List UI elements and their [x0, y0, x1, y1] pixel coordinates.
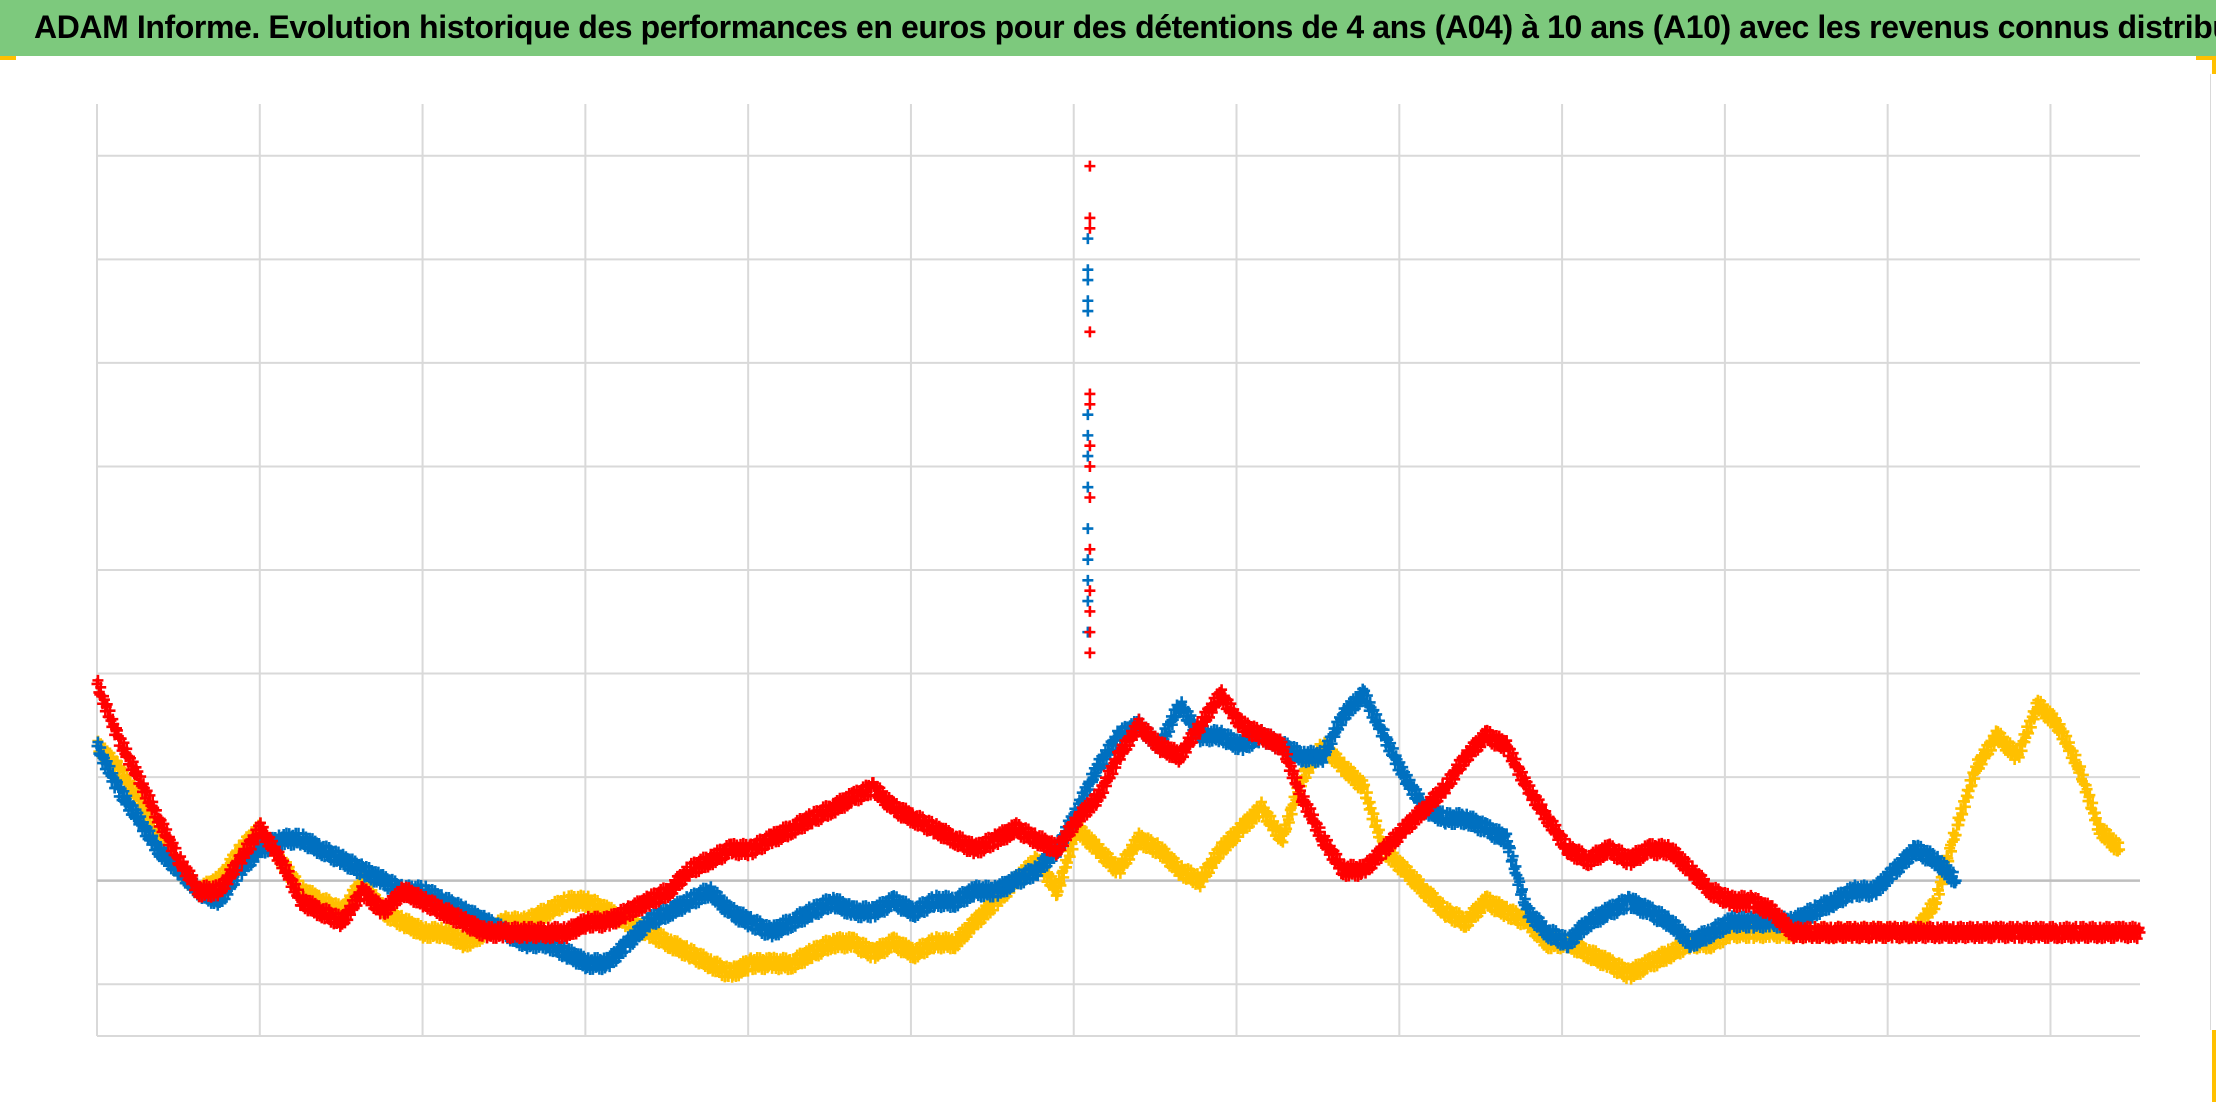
- corner-accent-bottom-right: [2212, 1030, 2216, 1102]
- data-point: [1959, 801, 1971, 813]
- data-point: [1931, 897, 1943, 909]
- data-point: [2081, 783, 2093, 795]
- data-point: [1283, 816, 1295, 828]
- data-point: [1957, 808, 1969, 820]
- corner-accent-top-left: [0, 56, 16, 60]
- data-point: [2077, 769, 2089, 781]
- data-point: [1286, 808, 1298, 820]
- frame-right: [2210, 74, 2211, 1030]
- data-point: [1361, 787, 1373, 799]
- chart-title: ADAM Informe. Evolution historique des p…: [34, 9, 2216, 45]
- data-point: [1055, 879, 1067, 891]
- data-point: [2087, 797, 2099, 809]
- data-point: [150, 836, 162, 848]
- data-point: [1954, 814, 1966, 826]
- corner-accent-right-edge: [2212, 56, 2216, 74]
- data-point: [1061, 857, 1073, 869]
- data-point: [2016, 745, 2028, 757]
- data-point: [1945, 845, 1957, 857]
- data-point: [1371, 815, 1383, 827]
- data-point: [1058, 871, 1070, 883]
- data-point: [1213, 852, 1225, 864]
- data-point: [1359, 779, 1371, 791]
- data-point: [2114, 844, 2126, 856]
- data-point: [1933, 888, 1945, 900]
- data-point: [1365, 802, 1377, 814]
- data-point: [104, 760, 116, 772]
- data-point: [92, 736, 104, 748]
- data-point: [2023, 727, 2035, 739]
- data-point: [2013, 751, 2025, 763]
- data-point: [2084, 789, 2096, 801]
- corner-accent-top-right: [2196, 56, 2216, 60]
- data-point: [1052, 886, 1064, 898]
- data-point: [2070, 749, 2082, 761]
- data-point: [1368, 808, 1380, 820]
- data-point: [2075, 761, 2087, 773]
- data-point: [1966, 779, 1978, 791]
- data-point: [2090, 812, 2102, 824]
- data-point: [2061, 730, 2073, 742]
- data-point: [1067, 843, 1079, 855]
- data-point: [1064, 851, 1076, 863]
- data-point: [1281, 823, 1293, 835]
- chart-title-bar: ADAM Informe. Evolution historique des p…: [0, 0, 2216, 56]
- data-point: [1969, 773, 1981, 785]
- data-point: [1950, 829, 1962, 841]
- data-point: [2025, 721, 2037, 733]
